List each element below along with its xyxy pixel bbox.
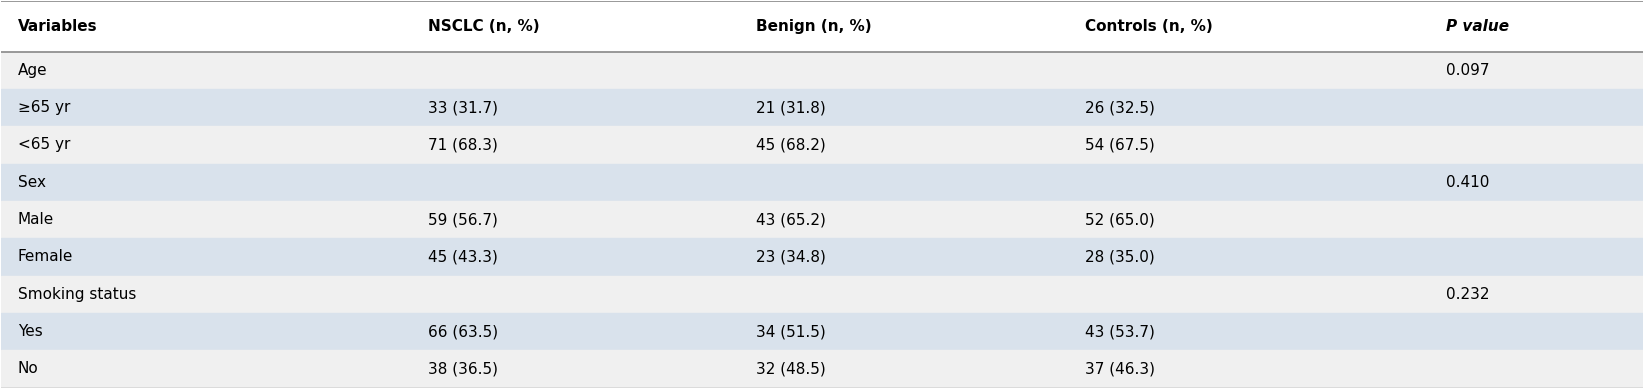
Text: Male: Male: [18, 212, 54, 227]
Text: 21 (31.8): 21 (31.8): [756, 100, 825, 115]
Text: 59 (56.7): 59 (56.7): [427, 212, 498, 227]
Bar: [2, 126, 1642, 164]
Text: 37 (46.3): 37 (46.3): [1085, 361, 1154, 377]
Bar: [2, 201, 1642, 238]
Text: 33 (31.7): 33 (31.7): [427, 100, 498, 115]
Bar: [2, 350, 1642, 387]
Text: 32 (48.5): 32 (48.5): [756, 361, 825, 377]
Text: 45 (68.2): 45 (68.2): [756, 137, 825, 152]
Text: 0.410: 0.410: [1445, 175, 1489, 190]
Text: 71 (68.3): 71 (68.3): [427, 137, 498, 152]
Bar: [2, 89, 1642, 126]
Text: 66 (63.5): 66 (63.5): [427, 324, 498, 339]
Text: 23 (34.8): 23 (34.8): [756, 249, 827, 265]
Text: <65 yr: <65 yr: [18, 137, 71, 152]
Bar: [2, 52, 1642, 89]
Text: 43 (65.2): 43 (65.2): [756, 212, 827, 227]
Text: Yes: Yes: [18, 324, 43, 339]
Text: Benign (n, %): Benign (n, %): [756, 19, 871, 34]
Text: Female: Female: [18, 249, 74, 265]
Text: 54 (67.5): 54 (67.5): [1085, 137, 1154, 152]
Text: 43 (53.7): 43 (53.7): [1085, 324, 1154, 339]
Text: Controls (n, %): Controls (n, %): [1085, 19, 1212, 34]
Bar: [2, 238, 1642, 276]
Text: P value: P value: [1445, 19, 1509, 34]
Bar: [2, 164, 1642, 201]
Text: 34 (51.5): 34 (51.5): [756, 324, 825, 339]
Bar: [2, 2, 1642, 52]
Text: 52 (65.0): 52 (65.0): [1085, 212, 1154, 227]
Text: 45 (43.3): 45 (43.3): [427, 249, 498, 265]
Bar: [2, 276, 1642, 313]
Text: 26 (32.5): 26 (32.5): [1085, 100, 1154, 115]
Text: ≥65 yr: ≥65 yr: [18, 100, 71, 115]
Text: Smoking status: Smoking status: [18, 287, 136, 302]
Text: 38 (36.5): 38 (36.5): [427, 361, 498, 377]
Text: 0.232: 0.232: [1445, 287, 1489, 302]
Text: 28 (35.0): 28 (35.0): [1085, 249, 1154, 265]
Text: NSCLC (n, %): NSCLC (n, %): [427, 19, 539, 34]
Text: Sex: Sex: [18, 175, 46, 190]
Text: No: No: [18, 361, 38, 377]
Text: Age: Age: [18, 63, 48, 78]
Bar: [2, 313, 1642, 350]
Text: Variables: Variables: [18, 19, 97, 34]
Text: 0.097: 0.097: [1445, 63, 1489, 78]
